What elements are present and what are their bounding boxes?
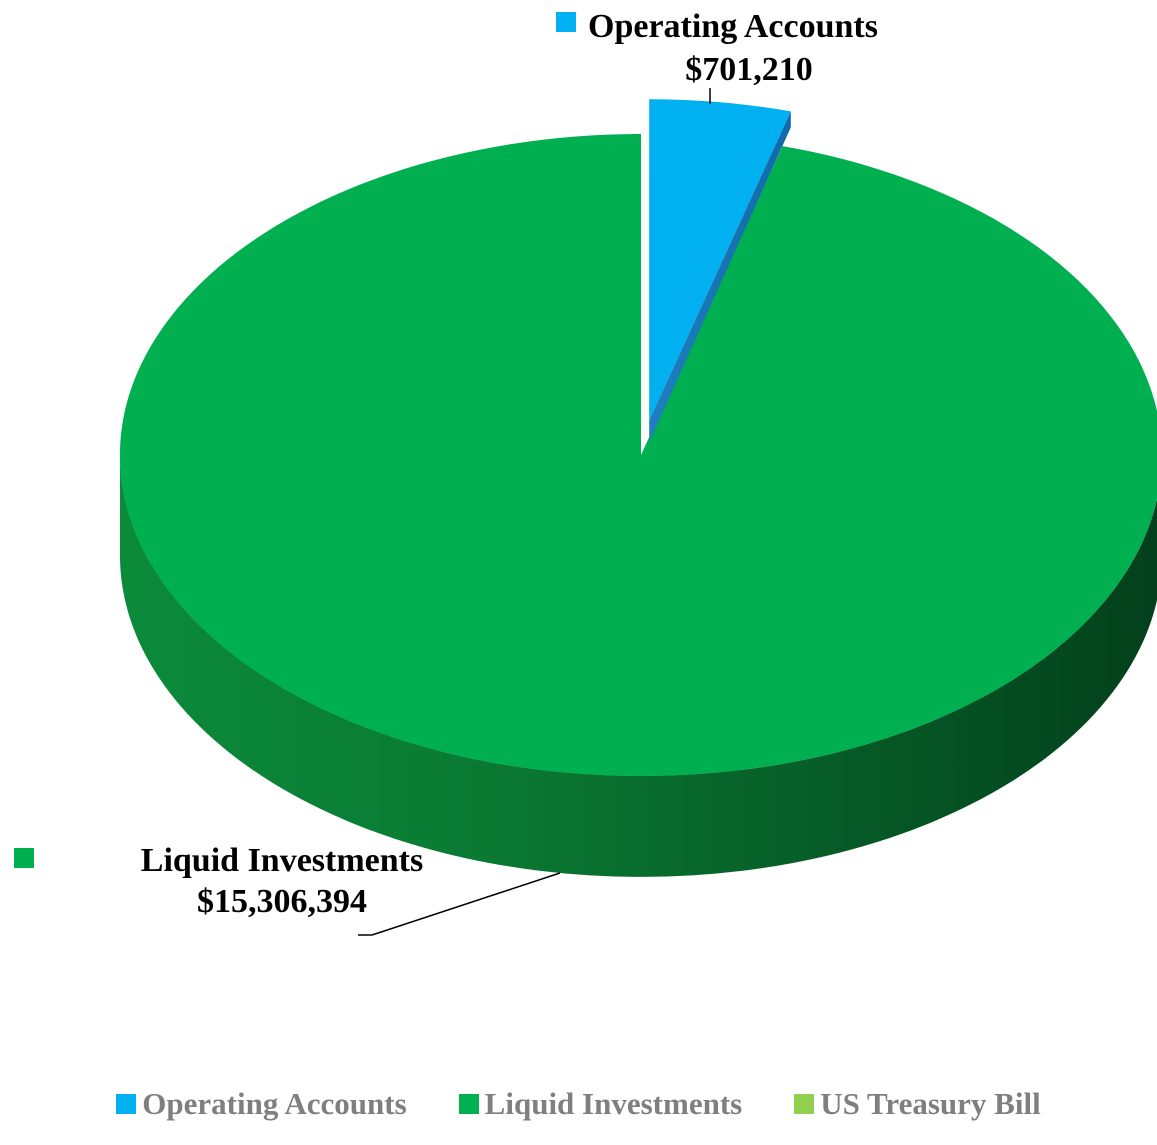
legend-swatch-liquid-investments	[458, 1094, 479, 1114]
leader-line-liquid-investments	[358, 872, 561, 936]
label-operating-accounts-name: Operating Accounts	[588, 8, 878, 45]
pie-slice-liquid-investments-side	[120, 455, 1157, 877]
pie-slice-liquid-investments	[119, 134, 1157, 776]
chart-legend: Operating Accounts Liquid Investments US…	[0, 1086, 1157, 1122]
legend-label-liquid-investments: Liquid Investments	[484, 1086, 743, 1121]
legend-label-operating-accounts: Operating Accounts	[142, 1086, 407, 1121]
legend-item-operating-accounts: Operating Accounts	[116, 1086, 407, 1122]
label-liquid-investments-name: Liquid Investments	[141, 842, 423, 879]
legend-swatch-operating-accounts	[116, 1094, 137, 1114]
legend-swatch-us-treasury-bill	[794, 1094, 815, 1114]
legend-label-us-treasury-bill: US Treasury Bill	[820, 1086, 1041, 1121]
legend-item-liquid-investments: Liquid Investments	[458, 1086, 743, 1122]
label-swatch-operating-accounts	[556, 12, 576, 32]
pie-slice-operating-accounts-edge	[649, 111, 791, 443]
legend-item-us-treasury-bill: US Treasury Bill	[794, 1086, 1041, 1122]
label-liquid-investments-value: $15,306,394	[197, 883, 367, 920]
label-operating-accounts-value: $701,210	[685, 51, 813, 88]
label-swatch-liquid-investments	[14, 848, 34, 868]
pie-slice-operating-accounts	[649, 99, 791, 421]
